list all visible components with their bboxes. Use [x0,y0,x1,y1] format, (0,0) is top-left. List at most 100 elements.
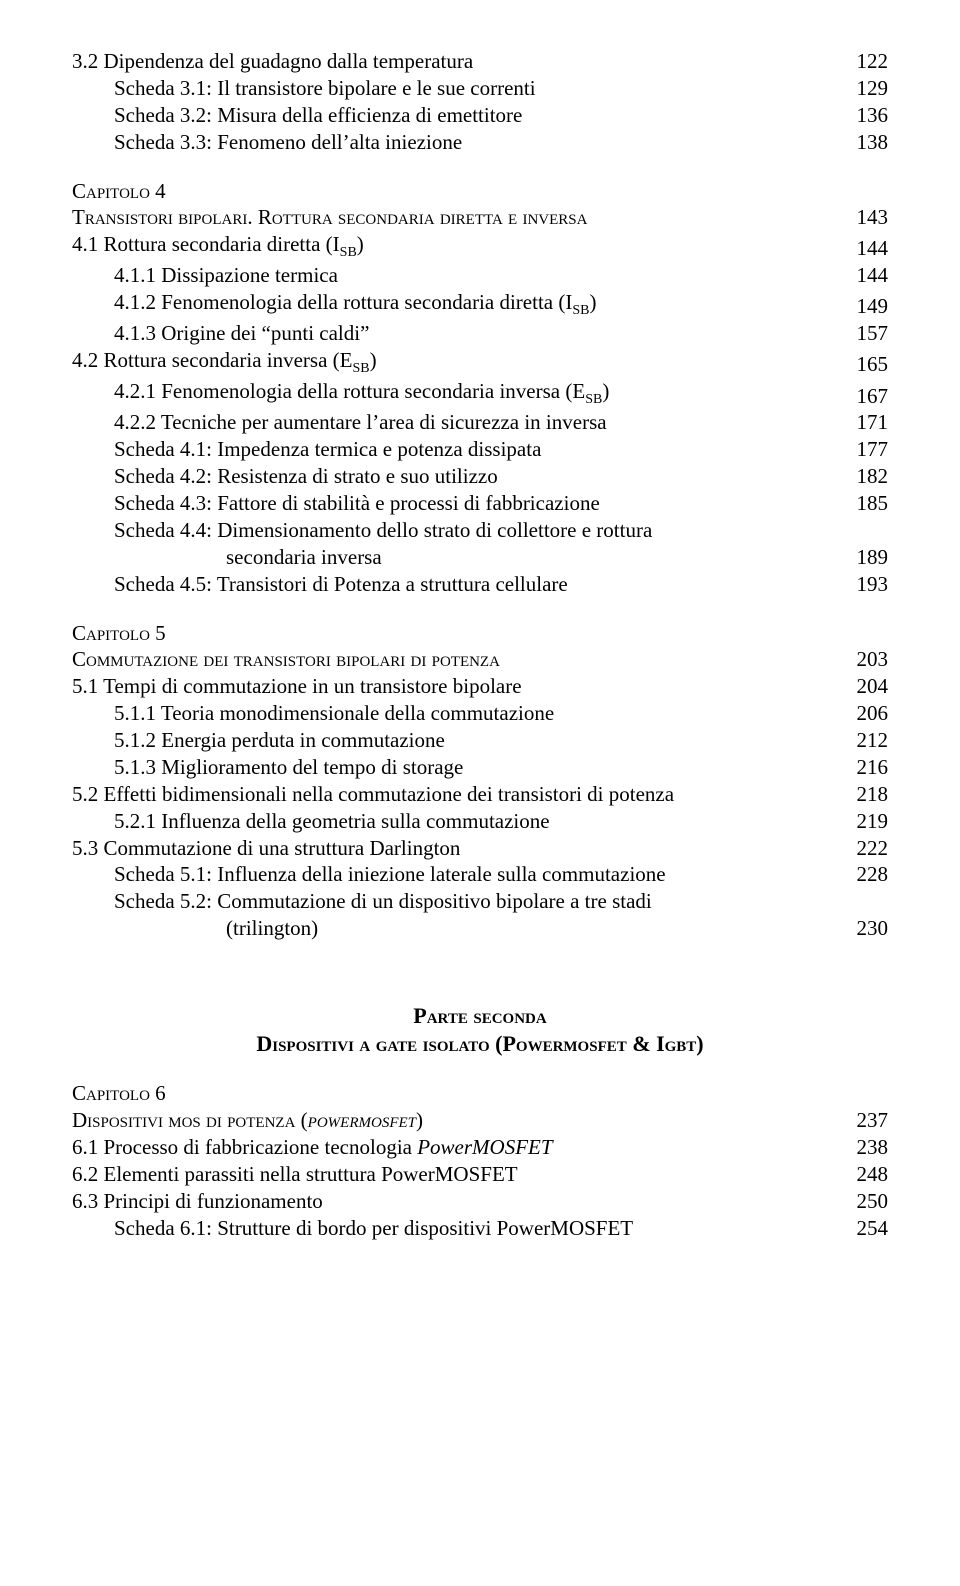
toc-row: 5.3 Commutazione di una struttura Darlin… [72,835,888,862]
toc-row: 6.1 Processo di fabbricazione tecnologia… [72,1134,888,1161]
toc-page: 122 [848,48,888,75]
toc-label: 5.1 Tempi di commutazione in un transist… [72,673,848,700]
toc-row-continuation: (trilington)230 [72,915,888,942]
toc-page: 238 [848,1134,888,1161]
toc-row: Scheda 6.1: Strutture di bordo per dispo… [72,1215,888,1242]
toc-label: 4.2.1 Fenomenologia della rottura second… [114,378,848,409]
toc-page: 216 [848,754,888,781]
toc-label: 5.2.1 Influenza della geometria sulla co… [114,808,848,835]
toc-page: 228 [848,861,888,888]
toc-row: Scheda 5.2: Commutazione di un dispositi… [72,888,888,915]
toc-content: 3.2 Dipendenza del guadagno dalla temper… [72,48,888,1242]
toc-label: 3.2 Dipendenza del guadagno dalla temper… [72,48,848,75]
toc-row: Transistori bipolari. Rottura secondaria… [72,204,888,231]
toc-label: 4.1.3 Origine dei “punti caldi” [114,320,848,347]
toc-label: 5.1.1 Teoria monodimensionale della comm… [114,700,848,727]
toc-label: Scheda 3.1: Il transistore bipolare e le… [114,75,848,102]
toc-label: Scheda 4.5: Transistori di Potenza a str… [114,571,848,598]
toc-page: 222 [848,835,888,862]
gap [72,598,888,620]
toc-page: 237 [848,1107,888,1134]
toc-page: 167 [848,383,888,410]
toc-label: 6.3 Principi di funzionamento [72,1188,848,1215]
toc-label: 4.2 Rottura secondaria inversa (ESB) [72,347,848,378]
toc-label: 6.1 Processo di fabbricazione tecnologia… [72,1134,848,1161]
toc-page: 250 [848,1188,888,1215]
toc-row: Scheda 4.3: Fattore di stabilità e proce… [72,490,888,517]
toc-row: 4.2.1 Fenomenologia della rottura second… [72,378,888,409]
toc-page: 143 [848,204,888,231]
toc-row: 4.1 Rottura secondaria diretta (ISB)144 [72,231,888,262]
toc-page: 157 [848,320,888,347]
toc-row: Scheda 4.1: Impedenza termica e potenza … [72,436,888,463]
toc-row: Scheda 3.3: Fenomeno dell’alta iniezione… [72,129,888,156]
toc-row: 5.1.2 Energia perduta in commutazione212 [72,727,888,754]
toc-row: 6.3 Principi di funzionamento250 [72,1188,888,1215]
toc-row: Scheda 4.2: Resistenza di strato e suo u… [72,463,888,490]
toc-page: 204 [848,673,888,700]
toc-page: 182 [848,463,888,490]
gap [72,942,888,1002]
toc-page: 212 [848,727,888,754]
toc-row: 5.1.1 Teoria monodimensionale della comm… [72,700,888,727]
toc-row: 4.1.3 Origine dei “punti caldi”157 [72,320,888,347]
toc-page: 218 [848,781,888,808]
toc-label: Scheda 5.1: Influenza della iniezione la… [114,861,848,888]
toc-page: 219 [848,808,888,835]
toc-label: Scheda 3.3: Fenomeno dell’alta iniezione [114,129,848,156]
toc-label: 5.1.3 Miglioramento del tempo di storage [114,754,848,781]
toc-label: 5.1.2 Energia perduta in commutazione [114,727,848,754]
toc-label: Scheda 4.1: Impedenza termica e potenza … [114,436,848,463]
toc-label: Scheda 3.2: Misura della efficienza di e… [114,102,848,129]
toc-row: 4.2.2 Tecniche per aumentare l’area di s… [72,409,888,436]
toc-label: 5.3 Commutazione di una struttura Darlin… [72,835,848,862]
toc-row: 5.1 Tempi di commutazione in un transist… [72,673,888,700]
toc-page: 144 [848,262,888,289]
part-subtitle: Dispositivi a gate isolato (Powermosfet … [72,1030,888,1058]
toc-label: Dispositivi mos di potenza (powermosfet) [72,1107,848,1134]
toc-row: Scheda 5.1: Influenza della iniezione la… [72,861,888,888]
toc-page: 177 [848,436,888,463]
toc-row: 4.1.2 Fenomenologia della rottura second… [72,289,888,320]
toc-page: 206 [848,700,888,727]
toc-row: 4.1.1 Dissipazione termica144 [72,262,888,289]
toc-label: Scheda 4.3: Fattore di stabilità e proce… [114,490,848,517]
gap [72,156,888,178]
toc-label: 4.1 Rottura secondaria diretta (ISB) [72,231,848,262]
chapter-heading: Capitolo 5 [72,620,888,647]
part-title: Parte seconda [72,1002,888,1030]
toc-row: Scheda 3.2: Misura della efficienza di e… [72,102,888,129]
toc-row: 3.2 Dipendenza del guadagno dalla temper… [72,48,888,75]
toc-row: Scheda 4.4: Dimensionamento dello strato… [72,517,888,544]
toc-page: 185 [848,490,888,517]
toc-page: 189 [848,544,888,571]
toc-label: 4.2.2 Tecniche per aumentare l’area di s… [114,409,848,436]
toc-page: 129 [848,75,888,102]
toc-label: Commutazione dei transistori bipolari di… [72,646,848,673]
toc-page: 144 [848,235,888,262]
toc-page: 136 [848,102,888,129]
toc-label: Scheda 5.2: Commutazione di un dispositi… [114,888,888,915]
toc-label: 5.2 Effetti bidimensionali nella commuta… [72,781,848,808]
toc-label: Scheda 6.1: Strutture di bordo per dispo… [114,1215,848,1242]
toc-page: 193 [848,571,888,598]
toc-page: 254 [848,1215,888,1242]
gap [72,1058,888,1080]
toc-row: Scheda 4.5: Transistori di Potenza a str… [72,571,888,598]
chapter-heading: Capitolo 6 [72,1080,888,1107]
toc-row: Commutazione dei transistori bipolari di… [72,646,888,673]
toc-row: 6.2 Elementi parassiti nella struttura P… [72,1161,888,1188]
toc-row: 4.2 Rottura secondaria inversa (ESB)165 [72,347,888,378]
toc-label: Scheda 4.4: Dimensionamento dello strato… [114,517,888,544]
toc-label: secondaria inversa [226,544,848,571]
toc-row: 5.1.3 Miglioramento del tempo di storage… [72,754,888,781]
toc-page: 248 [848,1161,888,1188]
toc-page: 149 [848,293,888,320]
toc-row: 5.2.1 Influenza della geometria sulla co… [72,808,888,835]
toc-row-continuation: secondaria inversa189 [72,544,888,571]
toc-row: 5.2 Effetti bidimensionali nella commuta… [72,781,888,808]
toc-page: 138 [848,129,888,156]
toc-page: 165 [848,351,888,378]
toc-page: 230 [848,915,888,942]
chapter-heading: Capitolo 4 [72,178,888,205]
